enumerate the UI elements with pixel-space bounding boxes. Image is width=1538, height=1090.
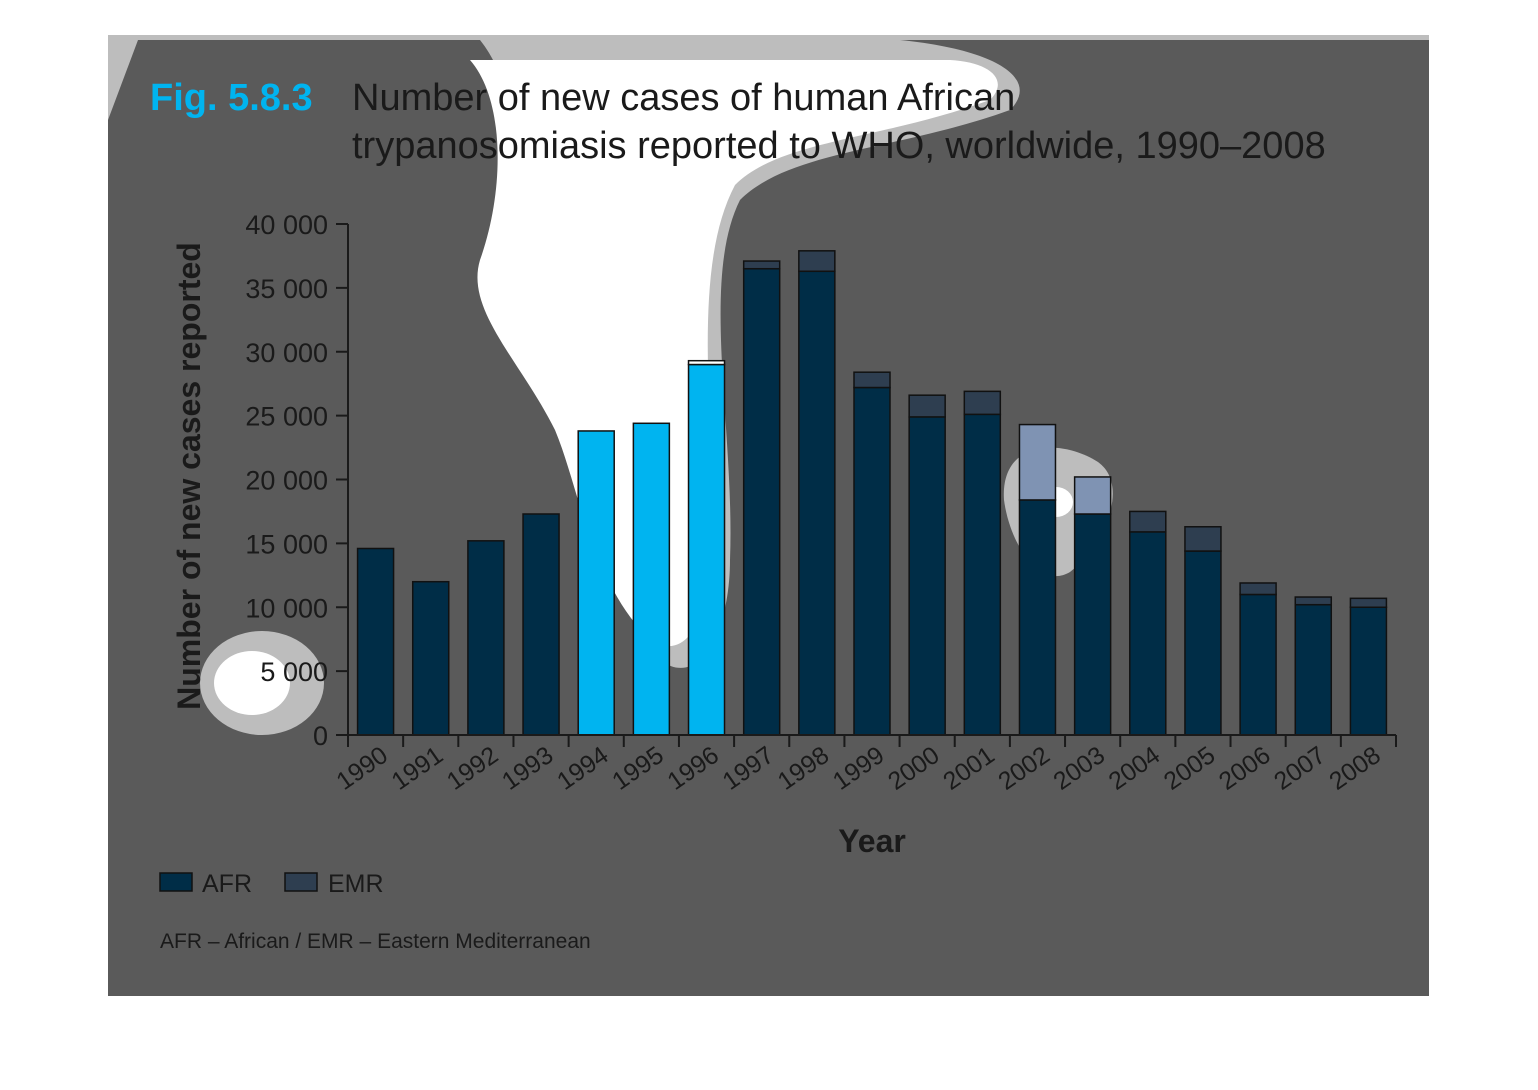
y-tick-label: 10 000: [245, 593, 328, 623]
bar-emr-2000: [908, 394, 946, 418]
chart-title-line-1: Number of new cases of human African: [352, 77, 1015, 119]
y-tick-label: 30 000: [245, 338, 328, 368]
bar-emr-2002: [1018, 423, 1057, 501]
bar-emr-1999: [853, 371, 891, 389]
bar-afr-2004: [1129, 531, 1167, 736]
y-tick-label: 25 000: [245, 402, 328, 432]
figure-number: Fig. 5.8.3: [150, 77, 313, 119]
bar-afr-1994: [577, 430, 615, 736]
bar-afr-2006: [1239, 593, 1277, 736]
bar-afr-1993: [522, 513, 560, 736]
y-tick-label: 35 000: [245, 274, 328, 304]
bar-emr-1998: [798, 250, 836, 273]
bar-emr-1997: [742, 260, 781, 270]
bars: [356, 250, 1388, 736]
chart-title-line-2: trypanosomiasis reported to WHO, worldwi…: [352, 125, 1326, 167]
bar-emr-2003: [1073, 476, 1112, 515]
legend-label-emr: EMR: [328, 870, 384, 898]
bar-afr-2000: [908, 416, 946, 736]
bar-emr-2007: [1294, 596, 1333, 606]
y-tick-label: 20 000: [245, 466, 328, 496]
bar-afr-2005: [1184, 550, 1222, 736]
bar-emr-1996: [687, 359, 726, 366]
bar-afr-1999: [853, 386, 891, 736]
legend-swatch-emr: [284, 872, 318, 892]
y-tick-label: 15 000: [245, 529, 328, 559]
bar-afr-1996: [687, 363, 726, 736]
bar-afr-2008: [1349, 606, 1388, 736]
bar-afr-1998: [798, 270, 836, 736]
y-axis-title: Number of new cases reported: [171, 242, 207, 710]
y-tick-label: 0: [313, 721, 328, 751]
y-tick-label: 40 000: [245, 210, 328, 240]
x-axis-title: Year: [838, 823, 906, 859]
bar-afr-2003: [1073, 513, 1112, 736]
bar-afr-2007: [1294, 603, 1333, 736]
y-tick-label: 5 000: [260, 657, 328, 687]
legend: AFR EMR: [159, 870, 384, 898]
bar-afr-1991: [411, 580, 450, 736]
legend-swatch-afr: [159, 872, 193, 892]
bar-emr-2008: [1349, 597, 1388, 608]
abbreviation-note: AFR – African / EMR – Eastern Mediterran…: [160, 930, 591, 953]
bar-afr-1992: [467, 540, 505, 736]
bar-afr-1990: [356, 547, 395, 736]
bar-emr-2001: [963, 390, 1002, 416]
bar-afr-2001: [963, 413, 1002, 736]
legend-label-afr: AFR: [202, 870, 252, 898]
y-axis: 0 5 000 10 000 15 000 20 000 25 000 30 000 35 0…: [245, 210, 349, 751]
bar-emr-2006: [1239, 582, 1277, 596]
bar-emr-2005: [1184, 526, 1222, 552]
bar-afr-1997: [742, 267, 781, 736]
bar-afr-1995: [632, 422, 671, 736]
bar-emr-2004: [1129, 510, 1167, 533]
bar-afr-2002: [1018, 499, 1057, 736]
